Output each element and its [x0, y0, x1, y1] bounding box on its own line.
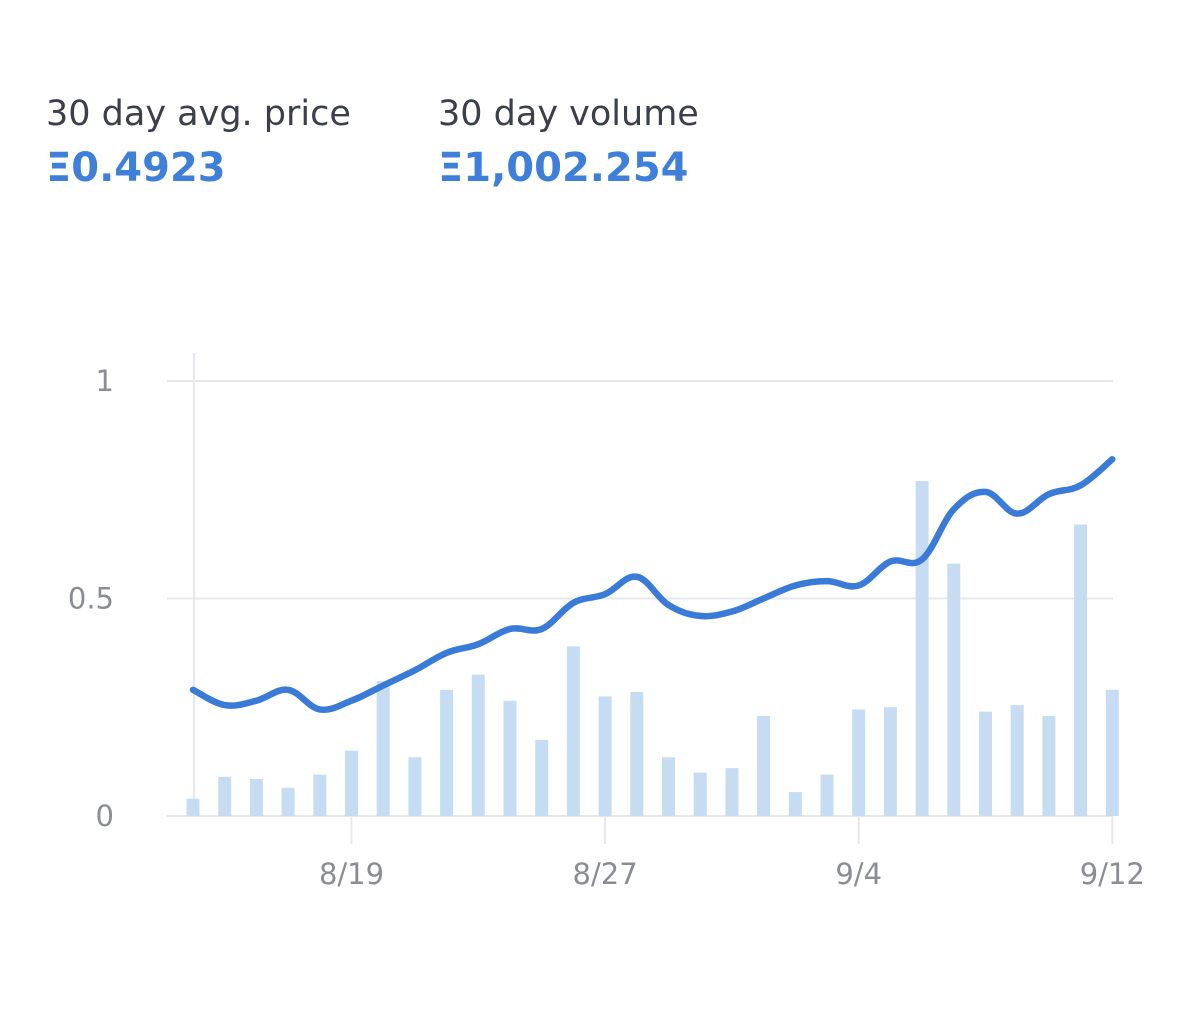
- volume-bar: [281, 787, 295, 816]
- volume-bar: [979, 711, 992, 816]
- volume-stat: 30 day volume Ξ1,002.254: [438, 92, 699, 194]
- y-tick-label: 1: [96, 364, 114, 398]
- volume-value: Ξ1,002.254: [438, 145, 689, 191]
- volume-bar: [218, 776, 232, 816]
- x-tick-label: 8/19: [319, 857, 384, 891]
- volume-bar: [249, 779, 263, 816]
- volume-bar: [1105, 689, 1119, 816]
- volume-bar: [186, 798, 200, 816]
- volume-bar: [440, 689, 454, 816]
- volume-bar: [725, 768, 739, 816]
- volume-bar: [535, 739, 549, 816]
- volume-bar: [757, 715, 771, 816]
- volume-bar: [662, 757, 675, 816]
- volume-bar: [1042, 715, 1056, 816]
- volume-bar: [820, 774, 834, 816]
- x-tick-label: 8/27: [573, 857, 638, 891]
- avg-price-label: 30 day avg. price: [46, 94, 351, 134]
- x-tick-label: 9/12: [1080, 857, 1145, 891]
- volume-bar: [883, 707, 897, 816]
- volume-bars: [186, 481, 1119, 816]
- volume-bar: [693, 772, 707, 816]
- volume-bar: [376, 681, 390, 816]
- volume-bar: [1074, 524, 1088, 816]
- volume-label: 30 day volume: [438, 94, 699, 134]
- x-tick-label: 9/4: [835, 857, 882, 891]
- price-line: [189, 456, 1116, 714]
- volume-bar: [947, 563, 961, 816]
- volume-bar: [566, 646, 580, 816]
- volume-bar: [313, 774, 327, 816]
- avg-price-value: Ξ0.4923: [46, 145, 226, 191]
- y-tick-label: 0: [96, 799, 114, 833]
- axis-ticks: 0 0.5 1 8/19 8/27 9/4 9/12: [68, 364, 1145, 891]
- avg-price-stat: 30 day avg. price Ξ0.4923: [46, 92, 351, 194]
- volume-bar: [503, 700, 517, 816]
- volume-bar: [598, 696, 612, 816]
- volume-bar: [630, 692, 644, 816]
- volume-bar: [788, 792, 802, 816]
- volume-bar: [471, 674, 485, 816]
- volume-bar: [345, 750, 358, 816]
- y-tick-label: 0.5: [68, 582, 114, 616]
- volume-bar: [1010, 705, 1024, 816]
- volume-bar: [408, 757, 422, 816]
- price-line-layer: [189, 456, 1116, 714]
- volume-bar: [915, 481, 929, 816]
- volume-bar: [852, 709, 866, 816]
